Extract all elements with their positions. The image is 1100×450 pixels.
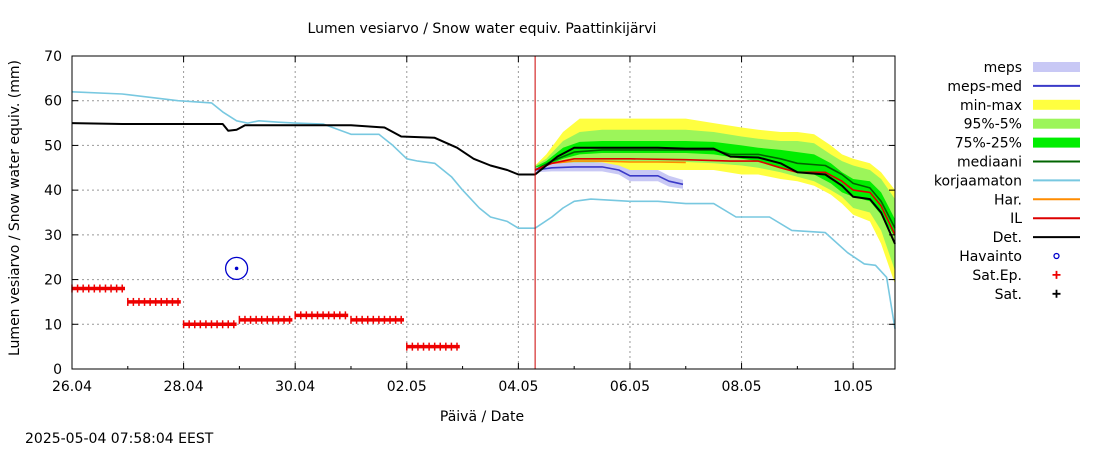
y-tick-label: 60 <box>44 94 62 110</box>
legend-label-sat: Sat. <box>995 287 1022 303</box>
x-tick-label: 30.04 <box>275 379 315 395</box>
x-tick-label: 28.04 <box>164 379 204 395</box>
axis-ticks: 0 10 20 30 40 50 60 70 26.04 28.04 30.04 02.05 04.05… <box>44 49 895 395</box>
legend-swatch-p95_5 <box>1033 118 1080 129</box>
legend-swatch-minmax <box>1033 99 1080 110</box>
legend-label-har: Har. <box>994 192 1022 208</box>
legend-label-p95_5: 95%-5% <box>964 117 1022 133</box>
line-korjaamaton <box>71 91 896 329</box>
line-il <box>534 158 896 236</box>
band-p75_25 <box>535 141 895 238</box>
y-tick-label: 10 <box>44 317 62 333</box>
legend-label-meps_med: meps-med <box>947 79 1022 95</box>
legend-swatch-p75_25 <box>1033 137 1080 148</box>
legend-swatch-sat <box>1052 289 1061 298</box>
timestamp: 2025-05-04 07:58:04 EEST <box>25 431 214 447</box>
line-det <box>71 122 896 245</box>
plot-area-border <box>71 55 896 370</box>
x-tick-label: 26.04 <box>52 379 92 395</box>
legend-label-havainto: Havainto <box>959 249 1022 265</box>
x-axis-label: Päivä / Date <box>440 409 524 425</box>
havainto-point <box>234 266 239 271</box>
observation-points <box>71 256 460 351</box>
x-tick-label: 04.05 <box>498 379 538 395</box>
chart-title: Lumen vesiarvo / Snow water equiv. Paatt… <box>308 21 657 37</box>
legend-label-meps: meps <box>984 60 1022 76</box>
legend-swatch-sat_ep <box>1052 270 1061 279</box>
legend-swatch-meps <box>1033 62 1080 72</box>
legend-label-korjaamaton: korjaamaton <box>934 173 1022 189</box>
legend-label-minmax: min-max <box>960 98 1022 114</box>
legend-label-p75_25: 75%-25% <box>955 136 1022 152</box>
y-axis-label: Lumen vesiarvo / Snow water equiv. (mm) <box>7 60 23 356</box>
legend: meps meps-med min-max 95%-5% 75%-25% mediaani… <box>934 60 1080 303</box>
y-tick-label: 50 <box>44 138 62 154</box>
legend-swatch-havainto <box>1053 252 1060 260</box>
forecast-bands <box>535 118 895 284</box>
y-tick-label: 30 <box>44 228 62 244</box>
x-tick-label: 10.05 <box>833 379 873 395</box>
series-lines <box>71 56 896 369</box>
y-tick-label: 20 <box>44 273 62 289</box>
legend-label-il: IL <box>1010 211 1022 227</box>
legend-label-sat_ep: Sat.Ep. <box>972 268 1022 284</box>
y-tick-label: 40 <box>44 183 62 199</box>
x-tick-label: 08.05 <box>722 379 762 395</box>
y-tick-label: 0 <box>53 362 62 378</box>
band-meps <box>535 162 683 189</box>
line-meps_med <box>534 166 684 186</box>
legend-label-det: Det. <box>993 230 1022 246</box>
x-tick-label: 02.05 <box>387 379 427 395</box>
y-tick-label: 70 <box>44 49 62 65</box>
line-mediaani <box>534 149 896 229</box>
x-tick-label: 06.05 <box>610 379 650 395</box>
legend-label-mediaani: mediaani <box>957 155 1022 171</box>
havainto-ring <box>224 256 249 281</box>
